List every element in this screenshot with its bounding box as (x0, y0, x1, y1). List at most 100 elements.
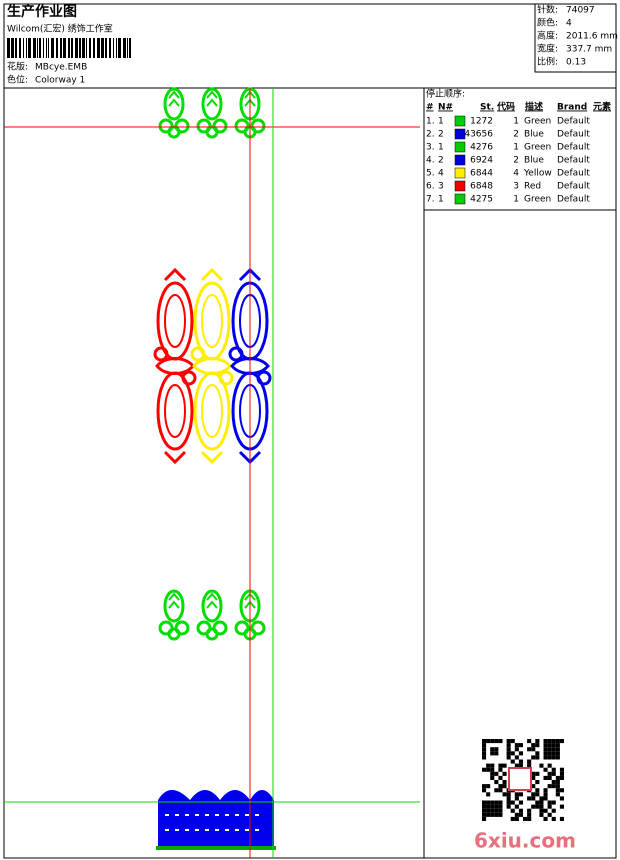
qr-module (543, 751, 548, 756)
color-swatch (454, 167, 466, 179)
qr-module (494, 788, 499, 793)
info-label: 宽度: (537, 43, 558, 55)
row-code: 1 (513, 143, 519, 153)
bar (60, 38, 62, 58)
bar (63, 38, 66, 58)
qr-module (490, 812, 495, 817)
bar (56, 38, 58, 58)
qr-module (518, 792, 523, 797)
qr-module (531, 771, 536, 776)
qr-module (559, 767, 564, 772)
row-stitches: 43656 (464, 130, 493, 140)
qr-module (551, 808, 556, 813)
qr-module (518, 800, 523, 805)
qr-module (490, 767, 495, 772)
qr-module (555, 775, 560, 780)
qr-module (486, 812, 491, 817)
design-file: MBcye.EMB (35, 63, 87, 73)
qr-module (506, 796, 511, 801)
qr-module (498, 808, 503, 813)
band-edge (156, 846, 276, 850)
row-needle: 4 (438, 169, 444, 179)
qr-module (535, 800, 540, 805)
motif (158, 589, 190, 641)
color-swatch (454, 128, 466, 140)
qr-module (482, 804, 487, 809)
qr-module (482, 812, 487, 817)
row-needle: 2 (438, 156, 444, 166)
qr-module (547, 743, 552, 748)
row-index: 7. (426, 195, 435, 205)
bar (123, 38, 126, 58)
qr-module (531, 784, 536, 789)
qr-module (551, 743, 556, 748)
colorway: Colorway 1 (35, 76, 85, 86)
bar (43, 38, 44, 58)
info-value: 2011.6 mm (566, 32, 618, 42)
qr-module (543, 796, 548, 801)
row-stitches: 4275 (470, 195, 493, 205)
qr-module (547, 800, 552, 805)
bar (33, 38, 36, 58)
row-index: 2. (426, 130, 435, 140)
qr-module (486, 792, 491, 797)
qr-module (559, 788, 564, 793)
qr-module (547, 812, 552, 817)
subtitle: Wilcom(汇宏) 绣饰工作室 (7, 23, 113, 35)
info-value: 337.7 mm (566, 45, 612, 55)
qr-module (551, 767, 556, 772)
bar (68, 38, 70, 58)
qr-module (490, 751, 495, 756)
qr-module (490, 808, 495, 813)
bar (46, 38, 47, 58)
table-header: N# (438, 103, 453, 113)
color-swatch (454, 115, 466, 127)
row-stitches: 6924 (470, 156, 493, 166)
qr-module (506, 755, 511, 760)
row-index: 6. (426, 182, 435, 192)
qr-module (555, 743, 560, 748)
bar (127, 38, 128, 58)
qr-module (514, 816, 519, 821)
qr-module (514, 796, 519, 801)
qr-module (531, 804, 536, 809)
bar (11, 38, 14, 58)
bar (19, 38, 21, 58)
row-stitches: 4276 (470, 143, 493, 153)
row-brand: Default (557, 169, 590, 179)
bar (82, 38, 85, 58)
qr-module (482, 755, 487, 760)
qr-module (551, 755, 556, 760)
info-value: 4 (566, 19, 572, 29)
qr-module (547, 763, 552, 768)
row-code: 4 (513, 169, 519, 179)
qr-module (551, 747, 556, 752)
qr-module (486, 763, 491, 768)
qr-module (482, 751, 487, 756)
qr-module (555, 792, 560, 797)
qr-module (510, 808, 515, 813)
row-stitches: 6844 (470, 169, 493, 179)
qr-module (498, 812, 503, 817)
bar (51, 38, 54, 58)
qr-module (514, 804, 519, 809)
row-needle: 2 (438, 130, 444, 140)
color-swatch (454, 141, 466, 153)
qr-module (518, 759, 523, 764)
qr-module (514, 743, 519, 748)
colorway-label: 色位: (7, 74, 28, 86)
qr-module (518, 763, 523, 768)
row-description: Red (524, 182, 541, 192)
bar (15, 38, 17, 58)
bar (71, 38, 73, 58)
qr-module (482, 767, 487, 772)
qr-module (539, 800, 544, 805)
qr-module (539, 804, 544, 809)
row-code: 2 (513, 130, 519, 140)
qr-module (490, 775, 495, 780)
qr-module (527, 816, 532, 821)
qr-module (527, 759, 532, 764)
qr-module (551, 784, 556, 789)
qr-module (510, 816, 515, 821)
